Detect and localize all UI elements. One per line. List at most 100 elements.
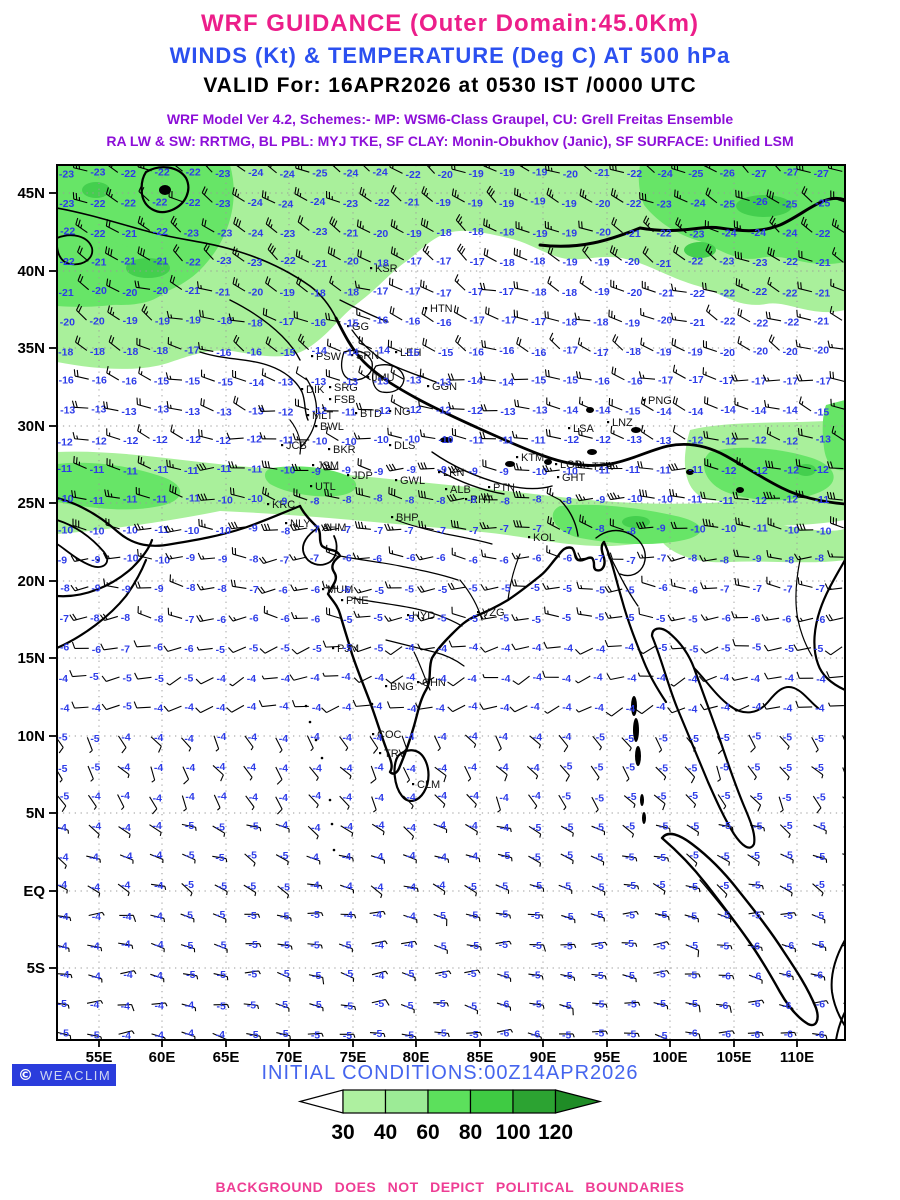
x-axis-label: 95E — [594, 1049, 621, 1066]
temperature-value: -11 — [90, 464, 105, 476]
temperature-value: -22 — [690, 288, 705, 300]
x-axis-label: 100E — [652, 1049, 687, 1066]
temperature-value: -14 — [783, 405, 798, 417]
temperature-value: -8 — [815, 552, 824, 564]
temperature-value: -6 — [500, 1028, 509, 1040]
temperature-value: -5 — [343, 1030, 352, 1042]
temperature-value: -4 — [437, 820, 446, 832]
city-label: JCB — [286, 440, 307, 452]
temperature-value: -7 — [720, 583, 729, 595]
temperature-value: -7 — [249, 584, 258, 596]
temperature-value: -22 — [121, 198, 136, 210]
temperature-value: -21 — [814, 316, 829, 328]
temperature-value: -5 — [625, 733, 634, 745]
temperature-value: -5 — [626, 910, 635, 922]
temperature-value: -22 — [753, 317, 768, 329]
temperature-value: -5 — [562, 612, 571, 624]
temperature-value: -5 — [845, 880, 854, 892]
temperature-value: -16 — [311, 317, 326, 329]
temperature-value: -11 — [217, 463, 232, 475]
temperature-value: -5 — [783, 732, 792, 744]
temperature-value: -21 — [59, 287, 74, 299]
initial-conditions-text: INITIAL CONDITIONS:00Z14APR2026 — [261, 1062, 639, 1084]
temperature-value: -18 — [311, 287, 326, 299]
city-label: MLT — [312, 410, 333, 422]
temperature-value: -5 — [375, 998, 384, 1010]
temperature-value: -20 — [596, 227, 611, 239]
temperature-value: -4 — [184, 702, 193, 714]
temperature-value: -5 — [184, 672, 193, 684]
temperature-value: -17 — [847, 377, 862, 389]
temperature-value: -13 — [406, 375, 421, 387]
temperature-value: -5 — [816, 851, 825, 863]
temperature-value: -6 — [342, 552, 351, 564]
temperature-value: -4 — [501, 673, 510, 685]
city-label: JDP — [352, 470, 373, 482]
temperature-value: -6 — [311, 613, 320, 625]
temperature-value: -4 — [437, 673, 446, 685]
temperature-value: -5 — [469, 910, 478, 922]
temperature-value: -13 — [154, 404, 169, 416]
temperature-value: -6 — [280, 613, 289, 625]
temperature-value: -4 — [121, 790, 130, 802]
temperature-value: -4 — [153, 970, 162, 982]
temperature-value: -24 — [373, 167, 388, 179]
temperature-value: -5 — [659, 821, 668, 833]
temperature-value: -10 — [312, 435, 327, 447]
temperature-value: -14 — [249, 377, 264, 389]
temperature-value: -4 — [121, 1001, 130, 1013]
temperature-value: -15 — [154, 376, 169, 388]
temperature-value: -5 — [500, 970, 509, 982]
temperature-value: -11 — [499, 434, 514, 446]
temperature-value: -4 — [91, 970, 100, 982]
temperature-value: -18 — [500, 257, 515, 269]
temperature-value: -4 — [500, 702, 509, 714]
temperature-value: -4 — [373, 732, 382, 744]
temperature-value: -27 — [783, 167, 798, 179]
temperature-value: -5 — [344, 968, 353, 980]
temperature-value: -5 — [594, 909, 603, 921]
temperature-value: -4 — [406, 791, 415, 803]
temperature-value: -7 — [533, 523, 542, 535]
temperature-value: -5 — [343, 642, 352, 654]
temperature-value: -22 — [281, 255, 296, 267]
temperature-value: -18 — [562, 287, 577, 299]
temperature-value: -4 — [562, 701, 571, 713]
temperature-value: -5 — [562, 791, 571, 803]
temperature-value: -6 — [184, 643, 193, 655]
temperature-value: -5 — [722, 820, 731, 832]
temperature-value: -20 — [92, 285, 107, 297]
temperature-value: -4 — [438, 643, 447, 655]
temperature-value: -11 — [753, 523, 768, 535]
temperature-value: -5 — [658, 909, 667, 921]
temperature-value: -4 — [468, 762, 477, 774]
temperature-value: -4 — [752, 701, 761, 713]
temperature-value: -4 — [343, 732, 352, 744]
temperature-value: -18 — [374, 258, 389, 270]
temperature-value: -4 — [375, 672, 384, 684]
temperature-value: -5 — [279, 850, 288, 862]
temperature-value: -8 — [436, 495, 445, 507]
temperature-value: -4 — [816, 674, 825, 686]
temperature-value: -22 — [121, 168, 136, 180]
temperature-value: -10 — [690, 524, 705, 536]
temperature-value: -5 — [154, 673, 163, 685]
temperature-value: -5 — [690, 733, 699, 745]
temperature-value: -15 — [625, 405, 640, 417]
x-axis-label: 60E — [149, 1049, 176, 1066]
temperature-value: -10 — [532, 466, 547, 478]
temperature-value: -6 — [154, 641, 163, 653]
temperature-value: -18 — [626, 346, 641, 358]
temperature-value: -8 — [785, 555, 794, 567]
temperature-value: -22 — [90, 228, 105, 240]
temperature-value: -5 — [627, 999, 636, 1011]
temperature-value: -5 — [532, 614, 541, 626]
temperature-value: -5 — [312, 643, 321, 655]
temperature-value: -17 — [373, 285, 388, 297]
legend-swatch — [384, 1089, 429, 1114]
temperature-value: -5 — [279, 999, 288, 1011]
temperature-value: -8 — [281, 525, 290, 537]
temperature-value: -5 — [783, 762, 792, 774]
temperature-value: -5 — [626, 821, 635, 833]
